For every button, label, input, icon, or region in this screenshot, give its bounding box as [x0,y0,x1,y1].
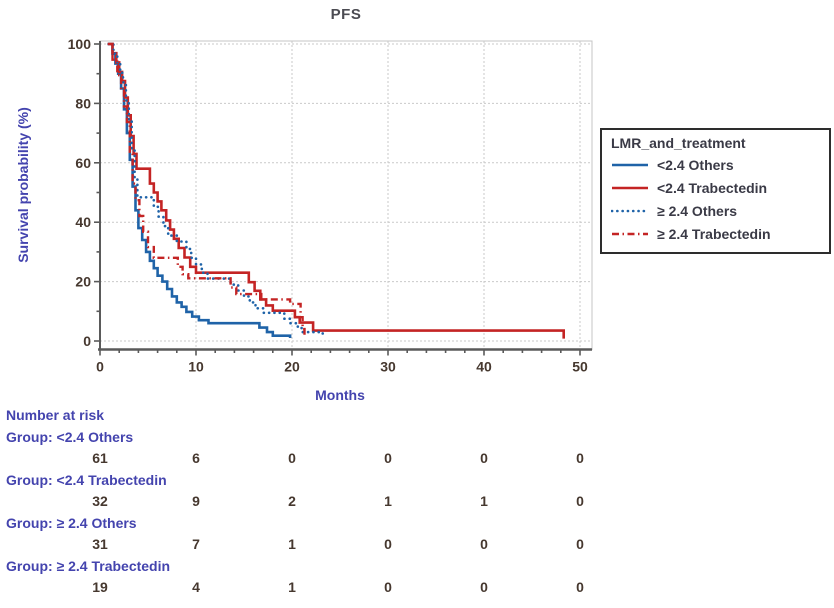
at-risk-count: 1 [480,493,488,509]
at-risk-group-label: Group: <2.4 Others [6,429,134,445]
plot-frame [99,40,593,350]
dotted-line-swatch-icon [611,209,649,212]
x-tick-label: 30 [380,359,396,375]
legend-item-1: <2.4 Others [611,153,821,176]
at-risk-count: 0 [480,579,488,595]
y-tick-label: 0 [83,333,91,349]
legend-item-4: ≥ 2.4 Trabectedin [611,222,821,245]
legend-box: LMR_and_treatment <2.4 Others <2.4 Trabec… [600,128,831,254]
at-risk-count: 32 [92,493,108,509]
at-risk-count: 0 [576,536,584,552]
y-tick-label: 100 [68,36,92,52]
legend-items: <2.4 Others <2.4 Trabectedin ≥ 2.4 Others ≥… [611,153,821,245]
at-risk-count: 4 [192,579,200,595]
x-tick-label: 0 [96,359,104,375]
at-risk-count: 1 [384,493,392,509]
at-risk-count: 0 [480,450,488,466]
survival-curve-4 [107,42,306,339]
dashdot-line-swatch-icon [612,232,648,235]
survival-curve-1 [107,42,292,338]
legend-label: ≥ 2.4 Trabectedin [657,225,771,242]
at-risk-count: 1 [288,536,296,552]
x-tick-label: 50 [572,359,588,375]
solid-line-swatch-icon [612,186,648,189]
at-risk-count: 2 [288,493,296,509]
y-tick-label: 60 [75,155,91,171]
at-risk-group-label: Group: ≥ 2.4 Trabectedin [6,558,171,574]
legend-label: <2.4 Others [657,156,734,173]
at-risk-count: 0 [288,450,296,466]
legend-title: LMR_and_treatment [611,135,746,151]
at-risk-heading: Number at risk [6,407,105,423]
y-tick-label: 40 [75,214,91,230]
at-risk-count: 6 [192,450,200,466]
y-tick-label: 80 [75,95,91,111]
at-risk-count: 0 [384,536,392,552]
at-risk-group-label: Group: ≥ 2.4 Others [6,515,137,531]
at-risk-count: 31 [92,536,108,552]
at-risk-count: 9 [192,493,200,509]
at-risk-count: 0 [576,450,584,466]
at-risk-count: 0 [576,579,584,595]
at-risk-count: 0 [384,579,392,595]
at-risk-group-label: Group: <2.4 Trabectedin [6,472,167,488]
survival-curve-3 [107,42,324,336]
legend-label: ≥ 2.4 Others [657,202,738,219]
chart-title: PFS [330,6,362,23]
at-risk-count: 0 [576,493,584,509]
x-tick-label: 40 [476,359,492,375]
x-tick-label: 20 [284,359,300,375]
solid-line-swatch-icon [612,163,648,166]
y-tick-label: 20 [75,274,91,290]
at-risk-count: 0 [384,450,392,466]
at-risk-count: 61 [92,450,108,466]
legend-item-2: <2.4 Trabectedin [611,176,821,199]
at-risk-count: 0 [480,536,488,552]
legend-item-3: ≥ 2.4 Others [611,199,821,222]
x-axis-label: Months [315,387,365,403]
survival-curve-2 [108,42,565,339]
x-tick-label: 10 [188,359,204,375]
at-risk-count: 19 [92,579,108,595]
legend-label: <2.4 Trabectedin [657,179,768,196]
at-risk-count: 1 [288,579,296,595]
at-risk-count: 7 [192,536,200,552]
